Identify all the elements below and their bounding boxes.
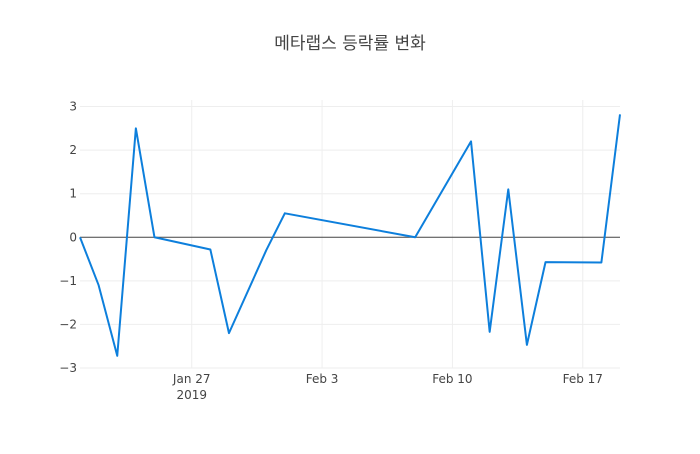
y-tick-label: −1 bbox=[59, 274, 77, 288]
series-layer bbox=[79, 114, 621, 357]
y-tick-label: 1 bbox=[69, 187, 77, 201]
y-tick-label: −2 bbox=[59, 317, 77, 331]
x-tick-label: Jan 27 bbox=[172, 372, 211, 386]
y-axis-ticks: −3 −2 −1 0 1 2 3 bbox=[59, 100, 77, 375]
series-line bbox=[79, 114, 621, 357]
grid-lines bbox=[80, 100, 620, 369]
y-tick-label: −3 bbox=[59, 361, 77, 375]
x-axis-ticks: Jan 27 2019 Feb 3 Feb 10 Feb 17 bbox=[172, 372, 603, 402]
y-tick-label: 3 bbox=[69, 100, 77, 114]
x-year-label: 2019 bbox=[176, 388, 207, 402]
x-tick-label: Feb 3 bbox=[306, 372, 339, 386]
chart-title: 메타랩스 등락률 변화 bbox=[274, 34, 426, 54]
x-tick-label: Feb 17 bbox=[563, 372, 603, 386]
y-tick-label: 0 bbox=[69, 230, 77, 244]
y-tick-label: 2 bbox=[69, 143, 77, 157]
x-tick-label: Feb 10 bbox=[432, 372, 472, 386]
